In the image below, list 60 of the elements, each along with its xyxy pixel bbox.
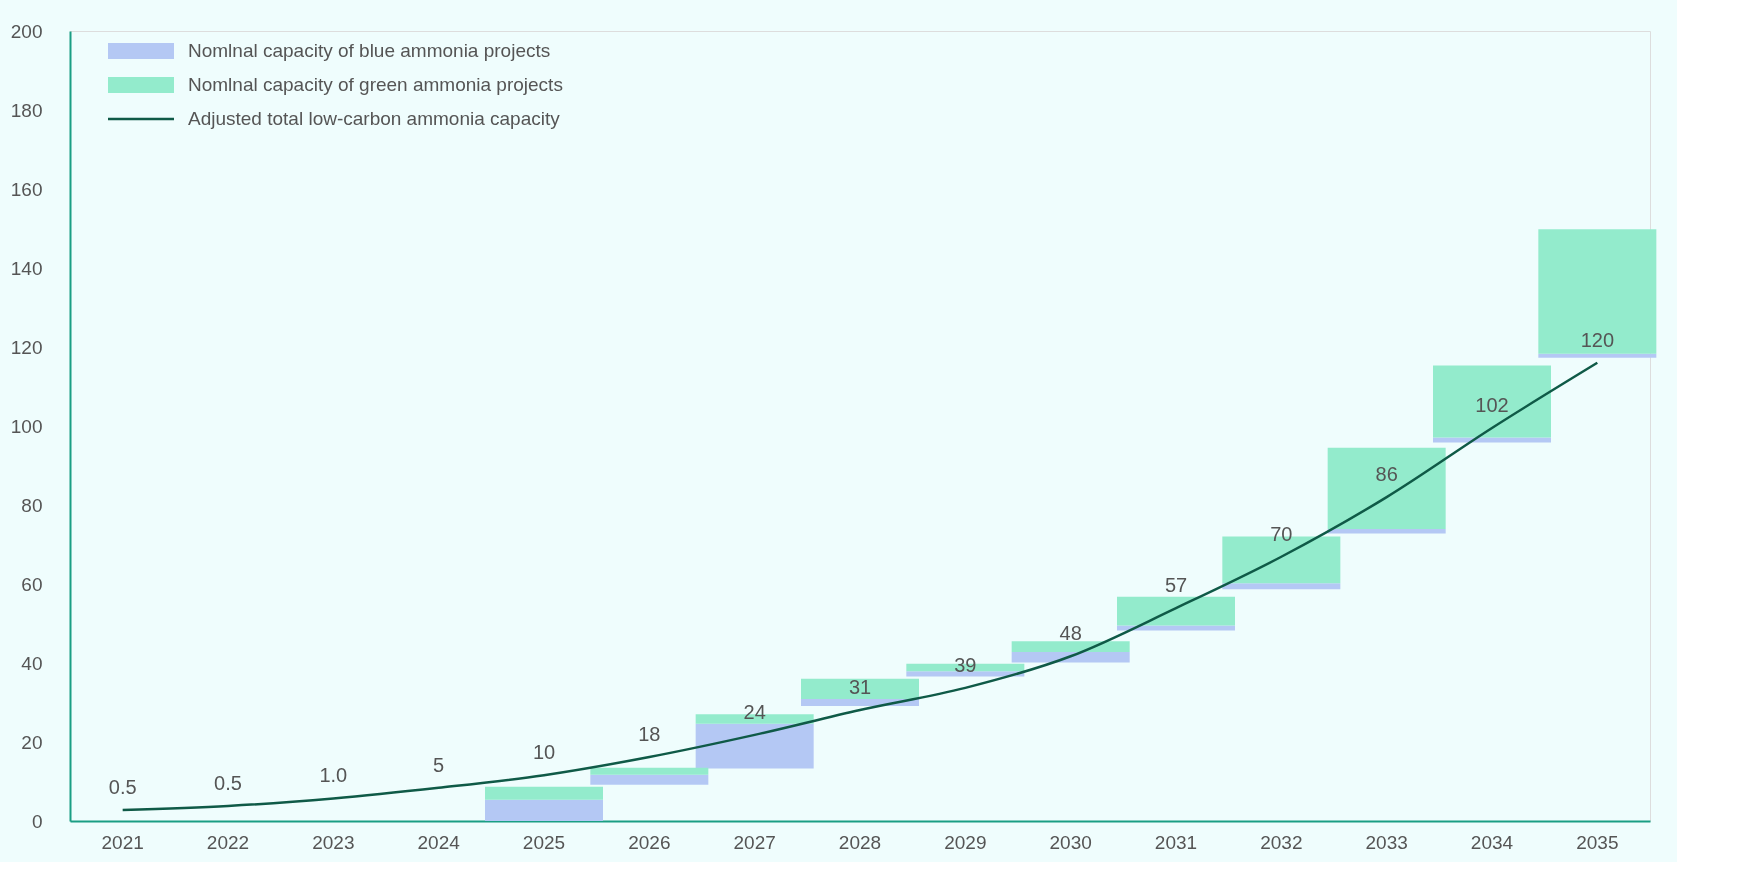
x-tick-label: 2034 xyxy=(1470,831,1514,853)
annotation: 120 xyxy=(1580,328,1615,351)
bar xyxy=(695,723,814,769)
y-tick-label: 100 xyxy=(10,415,43,437)
y-tick-label: 40 xyxy=(21,652,43,674)
bar xyxy=(801,678,919,699)
bar xyxy=(1433,365,1551,438)
bar xyxy=(1538,353,1657,358)
x-tick-label: 2029 xyxy=(944,831,987,853)
x-tick-label: 2031 xyxy=(1154,831,1198,853)
y-tick-label: 0 xyxy=(31,810,43,832)
y-tick-label: 160 xyxy=(10,178,43,200)
x-tick-label: 2032 xyxy=(1260,831,1303,853)
y-tick-label: 20 xyxy=(21,731,43,753)
annotation: 48 xyxy=(1059,622,1082,645)
y-tick-label: 140 xyxy=(10,257,43,279)
x-tick-label: 2028 xyxy=(838,831,882,853)
y-tick-label: 80 xyxy=(21,494,43,516)
y-tick-label: 60 xyxy=(21,573,43,595)
y-tick-label: 200 xyxy=(10,20,43,42)
bar xyxy=(590,774,709,785)
annotation: 0.5 xyxy=(108,775,137,798)
annotation: 57 xyxy=(1164,574,1188,597)
bar xyxy=(1538,229,1657,354)
bar xyxy=(1327,529,1446,534)
bar xyxy=(485,786,603,800)
x-tick-label: 2023 xyxy=(312,831,355,853)
y-tick-label: 120 xyxy=(10,336,43,358)
x-tick-label: 2027 xyxy=(733,831,776,853)
x-tick-label: 2021 xyxy=(101,831,144,853)
annotation: 10 xyxy=(532,741,556,764)
x-tick-label: 2024 xyxy=(417,831,461,853)
bar xyxy=(1327,447,1446,530)
bar xyxy=(1222,583,1341,590)
bar xyxy=(1433,437,1551,443)
legend-label: Nomlnal capacity of blue ammonia projects xyxy=(188,40,551,61)
annotation: 31 xyxy=(848,676,872,699)
annotation: 1.0 xyxy=(319,764,348,787)
legend-label: Nomlnal capacity of green ammonia projects xyxy=(188,74,563,95)
bar xyxy=(485,799,603,821)
bar xyxy=(1117,625,1235,631)
annotation: 18 xyxy=(638,723,661,746)
x-tick-label: 2022 xyxy=(206,831,250,853)
x-tick-label: 2025 xyxy=(522,831,566,853)
annotation: 5 xyxy=(433,753,445,776)
bar xyxy=(590,767,709,775)
bar xyxy=(1117,596,1235,626)
x-tick-label: 2026 xyxy=(628,831,671,853)
annotation: 0.5 xyxy=(214,771,242,794)
legend-label: Adjusted total low-carbon ammonia capacity xyxy=(188,108,561,129)
x-tick-label: 2035 xyxy=(1576,831,1619,853)
x-tick-label: 2030 xyxy=(1049,831,1092,853)
annotation: 86 xyxy=(1375,463,1398,486)
bar xyxy=(1011,641,1130,652)
y-tick-label: 180 xyxy=(10,99,43,121)
bar xyxy=(1011,651,1130,663)
annotation: 24 xyxy=(743,700,766,723)
annotation: 102 xyxy=(1475,393,1509,416)
annotation: 70 xyxy=(1270,522,1293,545)
x-tick-label: 2033 xyxy=(1365,831,1408,853)
